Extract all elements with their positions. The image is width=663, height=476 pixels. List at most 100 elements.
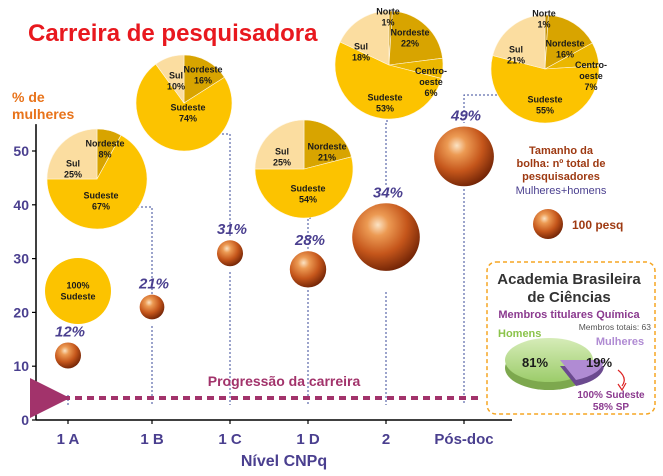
- pie-slice-label: 1%: [381, 18, 394, 28]
- bubble-value-label: 12%: [55, 323, 85, 340]
- chart-title: Carreira de pesquisadora: [28, 20, 318, 47]
- y-tick-label: 20: [13, 304, 29, 320]
- pie-slice-label: oeste: [419, 77, 443, 87]
- pie-slice: [183, 54, 225, 104]
- pie-slice-label: Centro-: [575, 60, 607, 70]
- bubble-1-A: [55, 342, 81, 369]
- pie-slice-label: Nordeste: [183, 65, 222, 75]
- x-tick-label: 1 D: [296, 431, 320, 448]
- pie-slice: [46, 128, 98, 180]
- pie-slice-label: Sudeste: [60, 292, 95, 302]
- x-axis-label: Nível CNPq: [241, 453, 327, 470]
- abc-homens-label: Homens: [498, 328, 541, 340]
- pie-slice: [490, 55, 600, 124]
- pie-slice-label: 67%: [92, 202, 110, 212]
- leader-line: [463, 94, 497, 123]
- pie-slice-label: Sudeste: [170, 103, 205, 113]
- x-tick-label: 1 C: [218, 431, 242, 448]
- y-tick-label: 10: [13, 358, 29, 374]
- pie-slice: [135, 63, 233, 152]
- pie-slice-label: Sul: [354, 42, 368, 52]
- x-tick-label: 1 B: [140, 431, 164, 448]
- bubble-size-sub: Mulheres+homens: [516, 185, 607, 197]
- pie-slice-label: 10%: [167, 82, 185, 92]
- pie-slice-label: 74%: [179, 114, 197, 124]
- pie-slice-label: 54%: [299, 195, 317, 205]
- bubble-size-note: pesquisadores: [522, 171, 600, 183]
- pie-slice-label: 55%: [536, 106, 554, 116]
- abc-title: Academia Brasileira: [497, 271, 641, 288]
- abc-pie-mulheres: [560, 360, 604, 380]
- pie-slice: [45, 258, 111, 324]
- pie-slice-label: 22%: [401, 39, 419, 49]
- reference-bubble: [533, 209, 563, 239]
- pie-slice: [303, 119, 352, 170]
- bubble-value-label: 28%: [294, 232, 325, 249]
- pie-slice-label: Nordeste: [85, 139, 124, 149]
- pie-slice-label: 25%: [273, 158, 291, 168]
- x-tick-label: 1 A: [57, 431, 80, 448]
- abc-mulheres-label: Mulheres: [596, 336, 644, 348]
- pie-slice-label: Nordeste: [390, 28, 429, 38]
- pie-slice-label: Nordeste: [307, 142, 346, 152]
- pie-slice-label: Sudeste: [83, 191, 118, 201]
- pie-slice-label: 18%: [352, 53, 370, 63]
- abc-mulheres-value: 19%: [586, 355, 612, 370]
- pie-slice: [155, 54, 185, 104]
- pie-slice-label: Sudeste: [290, 184, 325, 194]
- leader-line: [129, 206, 153, 300]
- bubble-size-note: bolha: nº total de: [517, 158, 606, 170]
- bubble-2: [352, 203, 420, 271]
- pie-slice: [334, 41, 442, 120]
- bubble-1-B: [139, 294, 165, 320]
- y-tick-label: 40: [13, 197, 29, 213]
- y-tick-label: 50: [13, 143, 29, 159]
- pie-slice-label: 21%: [318, 153, 336, 163]
- progression-label: Progressão da carreira: [208, 373, 361, 389]
- x-tick-label: 2: [382, 431, 390, 448]
- bubble-value-label: 21%: [138, 276, 169, 293]
- pie-slice: [492, 14, 546, 70]
- abc-arrow: [617, 369, 625, 387]
- abc-total: Membros totais: 63: [579, 322, 652, 332]
- y-axis-label-line1: % de: [12, 89, 45, 105]
- pie-slice: [544, 14, 593, 70]
- pie-slice: [46, 134, 148, 230]
- abc-arrow-head: [617, 382, 627, 392]
- pie-slice-label: Sul: [169, 71, 183, 81]
- bubble-1-D: [289, 251, 327, 288]
- axes: 0 10 20 30 40 50 1 A 1 B 1 C 1 D 2 Pós-doc: [13, 124, 512, 448]
- y-axis-label-line2: mulheres: [12, 106, 74, 122]
- pie-slice-label: Norte: [532, 9, 556, 19]
- reference-bubble-label: 100 pesq: [572, 218, 623, 232]
- pie-slice-label: 8%: [98, 150, 111, 160]
- leader-line: [385, 120, 388, 185]
- bubble-size-note: Tamanho da: [529, 145, 594, 157]
- abc-subtitle: Membros titulares Química: [498, 309, 640, 321]
- x-tick-label: Pós-doc: [434, 431, 493, 448]
- bubble-value-label: 34%: [373, 184, 403, 201]
- pie-slice-label: Sul: [66, 159, 80, 169]
- pie-slice-label: 25%: [64, 170, 82, 180]
- pie-slice-label: 16%: [194, 76, 212, 86]
- pie-slice-label: Sudeste: [367, 93, 402, 103]
- abc-homens-value: 81%: [522, 355, 548, 370]
- leader-lines: [67, 94, 497, 405]
- pie-slice-label: 21%: [507, 56, 525, 66]
- pie-slice-label: 7%: [584, 82, 597, 92]
- pie-slice: [254, 119, 305, 170]
- pie-slice-label: Sudeste: [527, 95, 562, 105]
- bubble-Pós-doc: [434, 126, 494, 187]
- abc-footnote: 100% Sudeste: [577, 390, 645, 401]
- y-tick-label: 30: [13, 251, 29, 267]
- pie-slice-label: Norte: [376, 7, 400, 17]
- bubbles: 12% 21% 31% 28% 34% 49%: [55, 107, 494, 369]
- pie-slice-label: oeste: [579, 71, 603, 81]
